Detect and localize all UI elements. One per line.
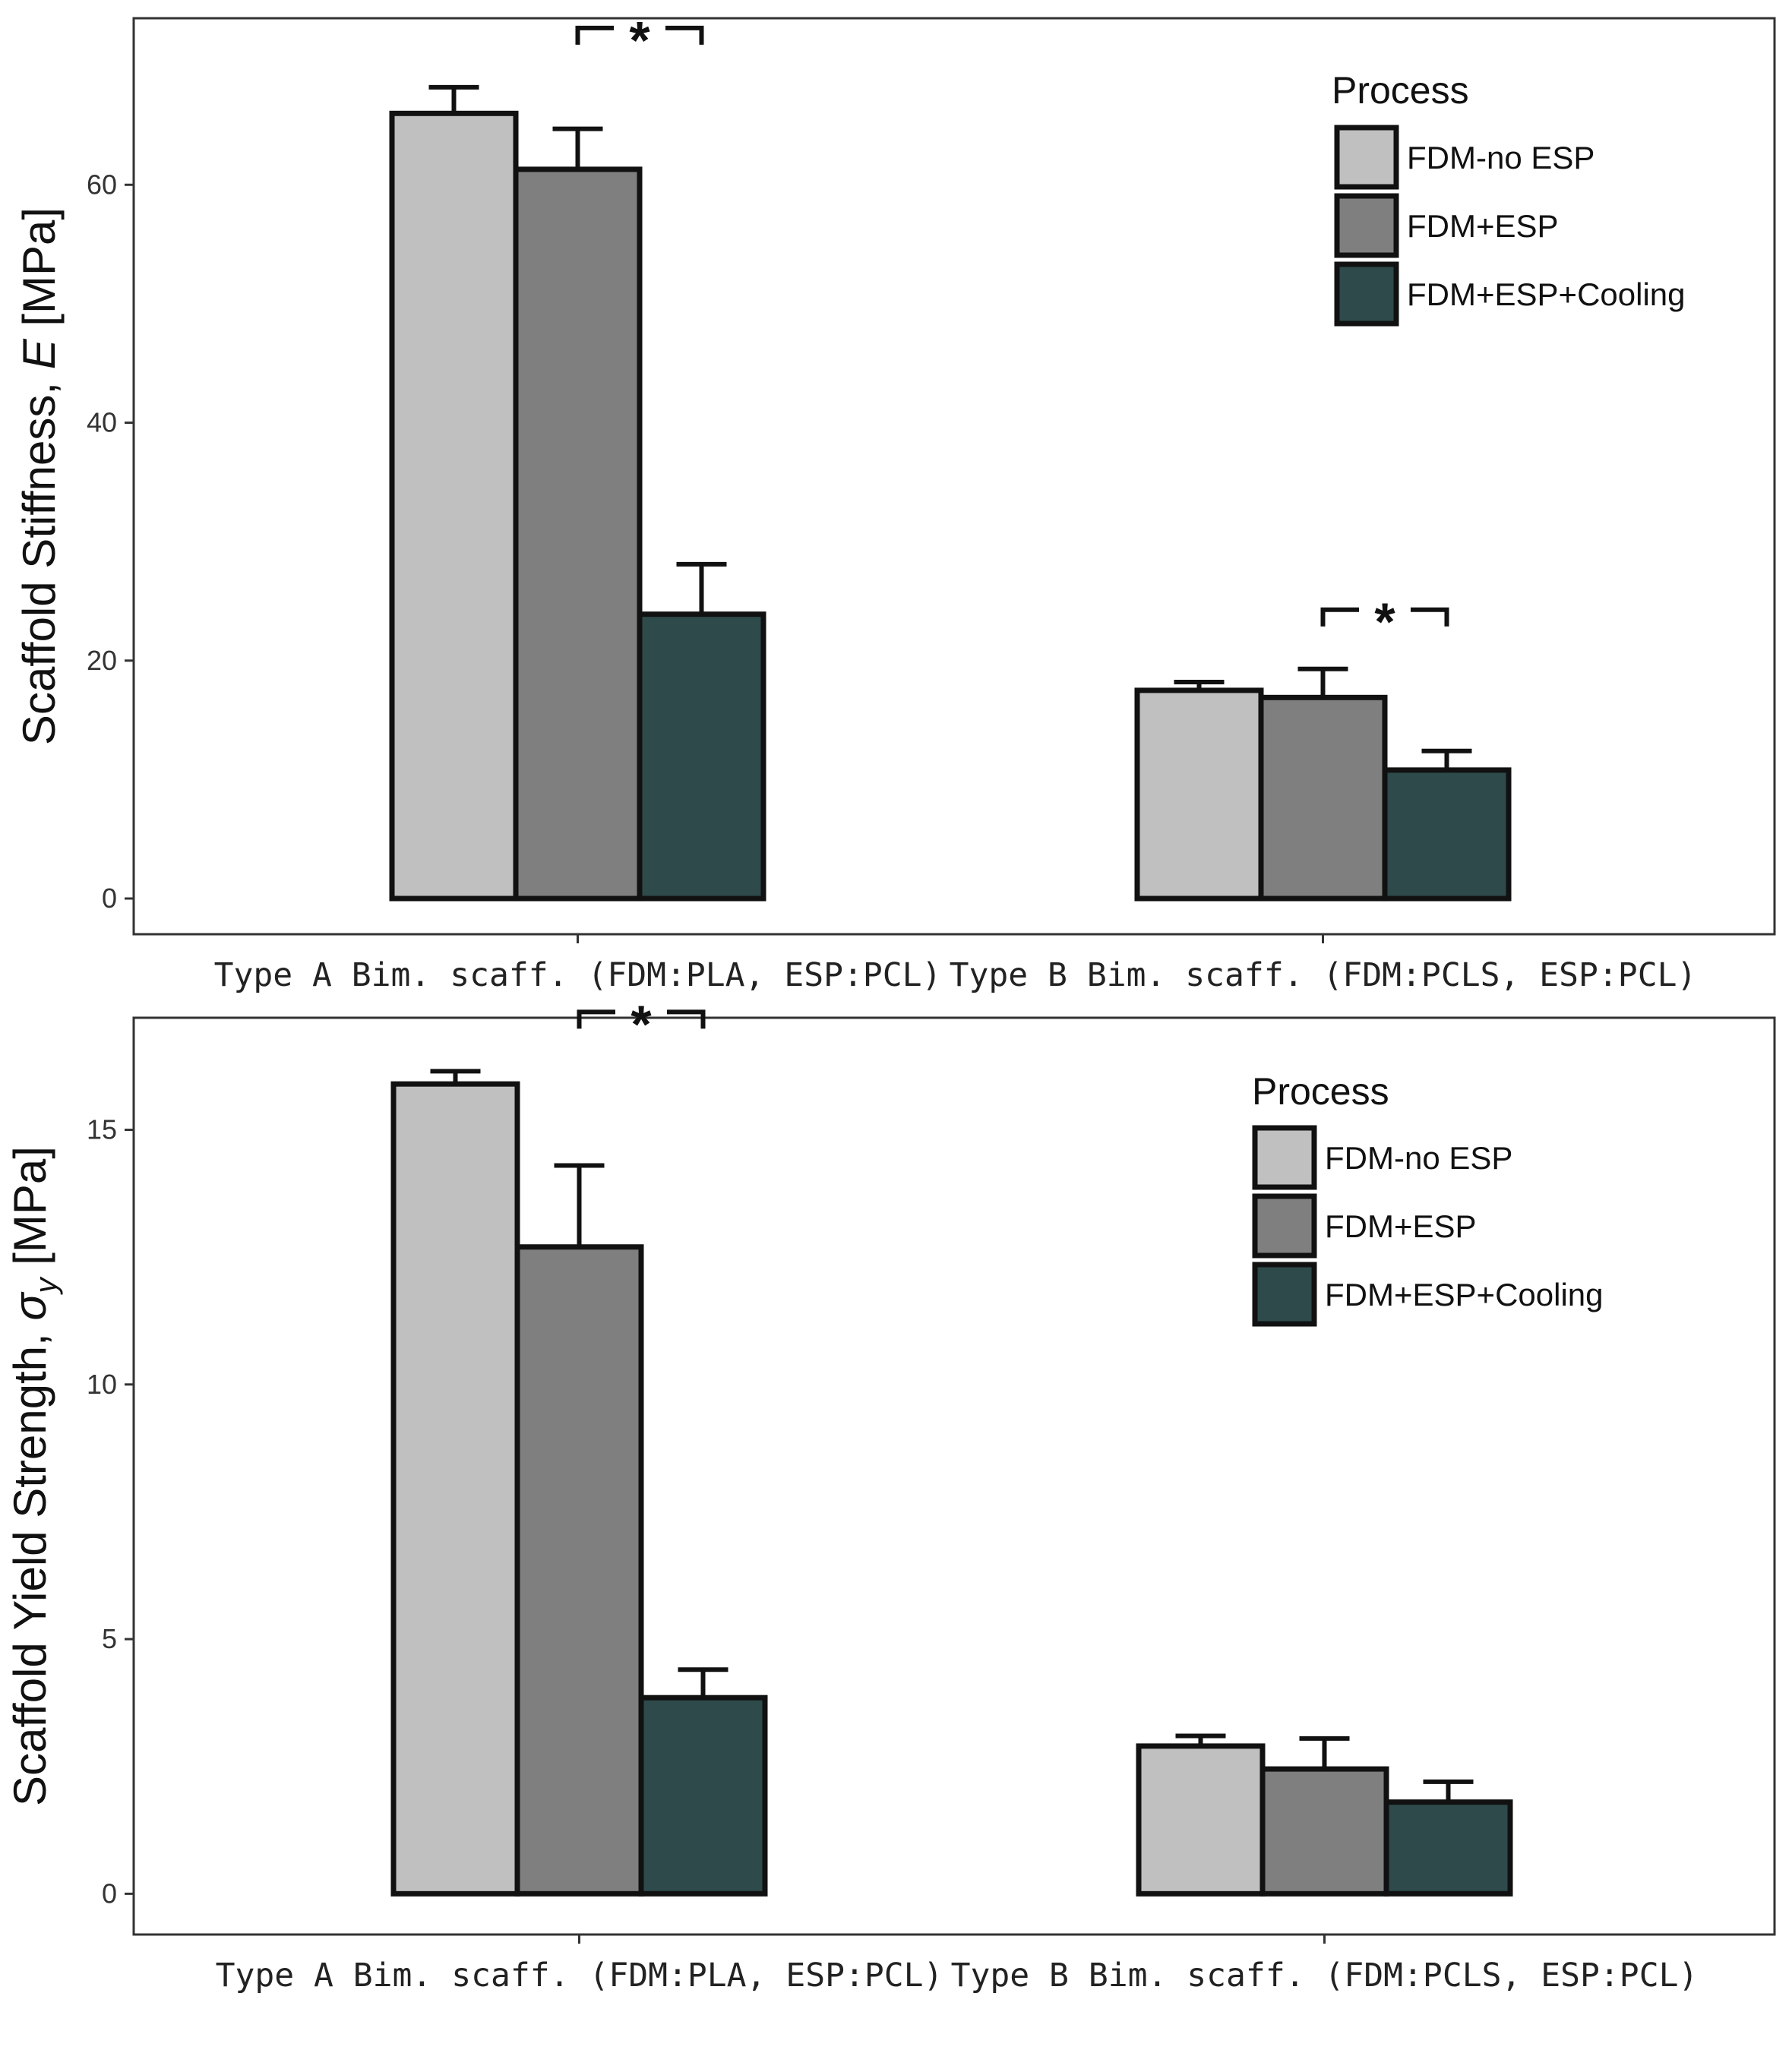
legend-title: Process xyxy=(1332,69,1469,112)
x-category-label: Type B Bim. scaff. (FDM:PCLS, ESP:PCL) xyxy=(950,956,1697,994)
plot-panel-border xyxy=(132,1016,1776,1936)
y-axis-title-symbol: σ xyxy=(5,1291,55,1321)
y-axis-title-subscript: y xyxy=(30,1275,63,1295)
y-axis-title: Scaffold Yield Strength, σy [MPa] xyxy=(5,1146,63,1806)
chart-panel-2: 0 5 10 15 Scaffold Yield Strength, σy [MPa] T… xyxy=(5,994,1776,1995)
significance-bracket xyxy=(575,25,704,45)
bar-type-a-series-1 xyxy=(389,110,519,902)
y-tick-label: 15 xyxy=(87,1114,117,1145)
chart-panel-1: 0 20 40 60 Scaffold Stiffness, E [MPa] Type A… xyxy=(14,11,1776,994)
significance-bracket xyxy=(577,1009,706,1029)
bar-type-b-series-3 xyxy=(1382,767,1512,902)
legend-label: FDM+ESP xyxy=(1325,1208,1477,1244)
plot-panel-border xyxy=(132,17,1776,936)
bar-type-a-series-1 xyxy=(390,1081,520,1897)
y-axis-title-suffix: [MPa] xyxy=(14,207,65,339)
y-tick-label: 20 xyxy=(87,645,117,676)
legend-title: Process xyxy=(1252,1070,1389,1113)
bar-type-a-series-3 xyxy=(637,611,766,902)
y-axis-title-symbol: E xyxy=(14,338,65,369)
legend-label: FDM-no ESP xyxy=(1325,1140,1512,1176)
legend-label: FDM-no ESP xyxy=(1407,140,1594,175)
bar-type-b-series-1 xyxy=(1134,687,1264,902)
legend-swatch xyxy=(1334,193,1399,258)
x-category-label: Type A Bim. scaff. (FDM:PLA, ESP:PCL) xyxy=(216,1957,943,1995)
y-tick-label: 0 xyxy=(102,1878,117,1909)
x-category-label: Type B Bim. scaff. (FDM:PCLS, ESP:PCL) xyxy=(951,1957,1699,1995)
bar-type-b-series-2 xyxy=(1259,1766,1389,1897)
legend-swatch xyxy=(1252,1125,1317,1190)
legend-label: FDM+ESP+Cooling xyxy=(1407,276,1686,312)
bar-type-a-series-2 xyxy=(514,1244,644,1897)
legend-swatch xyxy=(1252,1262,1317,1327)
bar-type-b-series-3 xyxy=(1383,1799,1513,1897)
y-axis-title-prefix: Scaffold Stiffness, xyxy=(14,369,65,745)
y-tick-label: 10 xyxy=(87,1369,117,1400)
significance-star: * xyxy=(631,994,652,1053)
y-axis-title-suffix: [MPa] xyxy=(5,1146,55,1278)
y-tick-label: 0 xyxy=(102,883,117,914)
x-category-label: Type A Bim. scaff. (FDM:PLA, ESP:PCL) xyxy=(214,956,942,994)
bar-type-a-series-3 xyxy=(638,1695,768,1897)
legend-swatch xyxy=(1252,1193,1317,1259)
bar-type-b-series-2 xyxy=(1258,694,1388,902)
legend-swatch xyxy=(1334,125,1399,190)
y-tick-label: 40 xyxy=(87,407,117,438)
significance-star: * xyxy=(629,11,650,70)
y-axis-title: Scaffold Stiffness, E [MPa] xyxy=(14,207,65,745)
legend-swatch xyxy=(1334,261,1399,327)
y-tick-label: 60 xyxy=(87,169,117,200)
bar-type-b-series-1 xyxy=(1136,1743,1266,1897)
significance-bracket xyxy=(1320,607,1449,627)
y-axis-title-prefix: Scaffold Yield Strength, xyxy=(5,1321,55,1806)
bar-type-a-series-2 xyxy=(513,166,643,902)
y-tick-label: 5 xyxy=(102,1623,117,1654)
significance-star: * xyxy=(1374,592,1395,652)
legend-label: FDM+ESP xyxy=(1407,208,1559,244)
legend-label: FDM+ESP+Cooling xyxy=(1325,1277,1604,1312)
